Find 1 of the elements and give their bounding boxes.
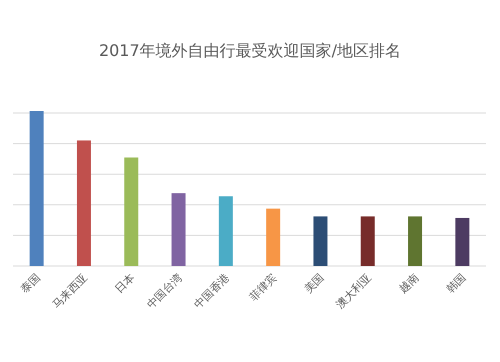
title: 2017年境外自由行最受欢迎国家/地区排名 [98, 41, 402, 60]
